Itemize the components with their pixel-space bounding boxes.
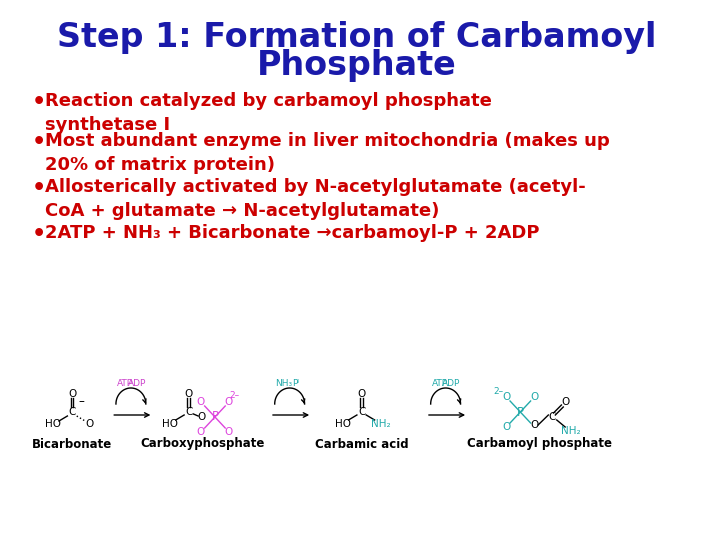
Text: Carboxyphosphate: Carboxyphosphate: [140, 437, 265, 450]
Text: O: O: [86, 419, 94, 429]
Text: Allosterically activated by N-acetylglutamate (acetyl-
CoA + glutamate → N-acety: Allosterically activated by N-acetylglut…: [45, 178, 585, 220]
Text: Most abundant enzyme in liver mitochondria (makes up
20% of matrix protein): Most abundant enzyme in liver mitochondr…: [45, 132, 610, 174]
Text: ADP: ADP: [442, 379, 461, 388]
Text: 2ATP + NH₃ + Bicarbonate →carbamoyl-P + 2ADP: 2ATP + NH₃ + Bicarbonate →carbamoyl-P + …: [45, 224, 539, 242]
Text: 2–: 2–: [230, 392, 240, 401]
Text: –: –: [78, 395, 84, 408]
Text: HO: HO: [162, 419, 178, 429]
Text: O: O: [68, 389, 76, 399]
Text: ATP: ATP: [117, 379, 133, 388]
Text: Step 1: Formation of Carbamoyl: Step 1: Formation of Carbamoyl: [57, 22, 657, 55]
Text: 2–: 2–: [494, 388, 504, 396]
Text: ATP: ATP: [431, 379, 448, 388]
Text: O: O: [357, 389, 366, 399]
Text: NH₃: NH₃: [275, 379, 292, 388]
Text: Bicarbonate: Bicarbonate: [32, 437, 112, 450]
Text: HO: HO: [45, 419, 61, 429]
Text: •: •: [32, 92, 46, 112]
Text: O: O: [561, 397, 570, 407]
Text: P: P: [212, 410, 218, 423]
Text: O: O: [197, 397, 205, 407]
Text: •: •: [32, 132, 46, 152]
Text: P: P: [517, 406, 524, 419]
Text: O: O: [530, 420, 539, 430]
Text: O: O: [184, 389, 193, 399]
Text: •: •: [32, 178, 46, 198]
Text: C: C: [549, 412, 556, 422]
Text: NH₂: NH₂: [372, 419, 391, 429]
Text: O: O: [197, 427, 205, 437]
Text: Carbamic acid: Carbamic acid: [315, 437, 408, 450]
Text: NH₂: NH₂: [561, 426, 580, 436]
Text: Carbamoyl phosphate: Carbamoyl phosphate: [467, 437, 611, 450]
Text: O: O: [502, 392, 510, 402]
Text: O: O: [225, 397, 233, 407]
Text: ADP: ADP: [127, 379, 146, 388]
Text: O: O: [225, 427, 233, 437]
Text: O: O: [530, 392, 539, 402]
Text: •: •: [32, 224, 46, 244]
Text: C: C: [185, 407, 192, 417]
Text: O: O: [502, 422, 510, 432]
Text: Pᴵ: Pᴵ: [292, 379, 299, 388]
Text: O: O: [198, 412, 206, 422]
Text: Phosphate: Phosphate: [257, 50, 456, 83]
Text: C: C: [68, 407, 76, 417]
Text: C: C: [358, 407, 365, 417]
Text: HO: HO: [335, 419, 351, 429]
Text: Reaction catalyzed by carbamoyl phosphate
synthetase I: Reaction catalyzed by carbamoyl phosphat…: [45, 92, 492, 134]
